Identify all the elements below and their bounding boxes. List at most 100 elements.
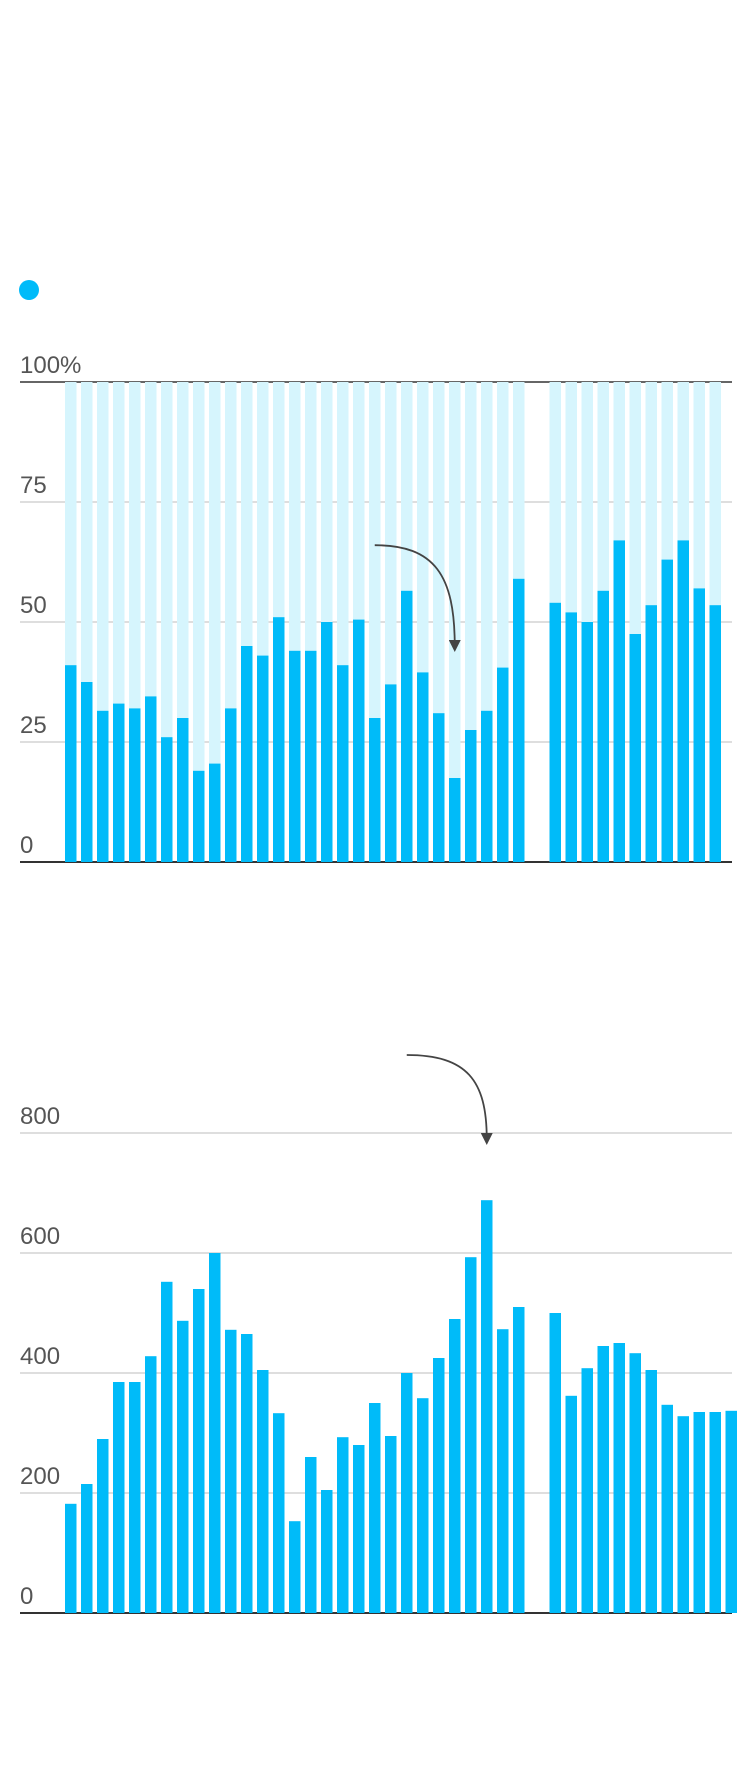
bar (481, 710, 493, 862)
bar (273, 1413, 285, 1613)
bar (241, 646, 253, 862)
bar (225, 1329, 237, 1613)
bar (581, 1368, 593, 1613)
bar (497, 1329, 509, 1613)
bar (369, 718, 381, 862)
bar (65, 1503, 77, 1613)
bar (629, 1353, 641, 1613)
bar (81, 1484, 93, 1613)
bar (661, 559, 673, 862)
bar-track (177, 382, 189, 862)
bar (129, 708, 141, 862)
bar (401, 590, 413, 862)
bar (369, 1403, 381, 1613)
bar (129, 1382, 141, 1613)
bar (449, 1319, 461, 1613)
bar-track (289, 382, 301, 862)
bar (677, 540, 689, 862)
bar-track (385, 382, 397, 862)
bar (725, 1410, 737, 1613)
bar-track (369, 382, 381, 862)
bar (385, 684, 397, 862)
count-chart: 0 200 400 600 800 (20, 1054, 737, 1614)
bar-track (337, 382, 349, 862)
bar (289, 1521, 301, 1613)
bar-track (81, 382, 93, 862)
bar (709, 605, 721, 862)
bar-track (129, 382, 141, 862)
bar (613, 540, 625, 862)
bar (513, 1307, 525, 1613)
bar-track (225, 382, 237, 862)
bar (417, 672, 429, 862)
bar (597, 590, 609, 862)
bar (565, 1395, 577, 1613)
bar (709, 1412, 721, 1613)
bar-track (305, 382, 317, 862)
bar (241, 1334, 253, 1613)
bar (581, 622, 593, 862)
bar (193, 770, 205, 862)
bar (193, 1289, 205, 1613)
bar (549, 1313, 561, 1613)
bar (97, 710, 109, 862)
bar-track (449, 382, 461, 862)
bar (113, 1382, 125, 1613)
bar (629, 634, 641, 862)
bar (209, 763, 221, 862)
bar (305, 650, 317, 862)
bar-track (433, 382, 445, 862)
bar (113, 703, 125, 862)
annotation-arrow (406, 1054, 493, 1145)
bar (65, 665, 77, 862)
bar (481, 1200, 493, 1613)
bar (417, 1398, 429, 1613)
bar (353, 1445, 365, 1613)
bar (401, 1373, 413, 1613)
legend-dot (19, 280, 39, 300)
y-tick-label: 0 (20, 832, 33, 859)
bar (677, 1416, 689, 1613)
bar (337, 1437, 349, 1613)
bar (177, 1320, 189, 1613)
bar-track (161, 382, 173, 862)
y-tick-label: 800 (20, 1103, 60, 1130)
bar (433, 713, 445, 862)
y-tick-label: 400 (20, 1343, 60, 1370)
y-tick-label: 100% (20, 352, 81, 379)
bar (645, 1370, 657, 1613)
bar (465, 1257, 477, 1613)
bar (565, 612, 577, 862)
bar (145, 1356, 157, 1613)
bar (273, 617, 285, 862)
bar-track (497, 382, 509, 862)
y-tick-label: 25 (20, 712, 47, 739)
bar-track (65, 382, 77, 862)
bar (549, 602, 561, 862)
bar (321, 622, 333, 862)
bar (161, 737, 173, 862)
bar (513, 578, 525, 862)
bar-track (209, 382, 221, 862)
annotation-arrow (374, 544, 461, 652)
bar (693, 1412, 705, 1613)
bar-track (465, 382, 477, 862)
bar (177, 718, 189, 862)
y-tick-label: 0 (20, 1583, 33, 1610)
bar-track (629, 382, 641, 862)
bar (353, 619, 365, 862)
bar (693, 588, 705, 862)
bar-track (145, 382, 157, 862)
percentage-chart: 0 25 50 75 100% (20, 352, 732, 863)
bar (145, 696, 157, 862)
bar (257, 655, 269, 862)
bar-track (417, 382, 429, 862)
bar (81, 682, 93, 862)
bar-track (193, 382, 205, 862)
bar-track (113, 382, 125, 862)
bar (497, 667, 509, 862)
bar (225, 708, 237, 862)
bar (645, 605, 657, 862)
bar-track (97, 382, 109, 862)
